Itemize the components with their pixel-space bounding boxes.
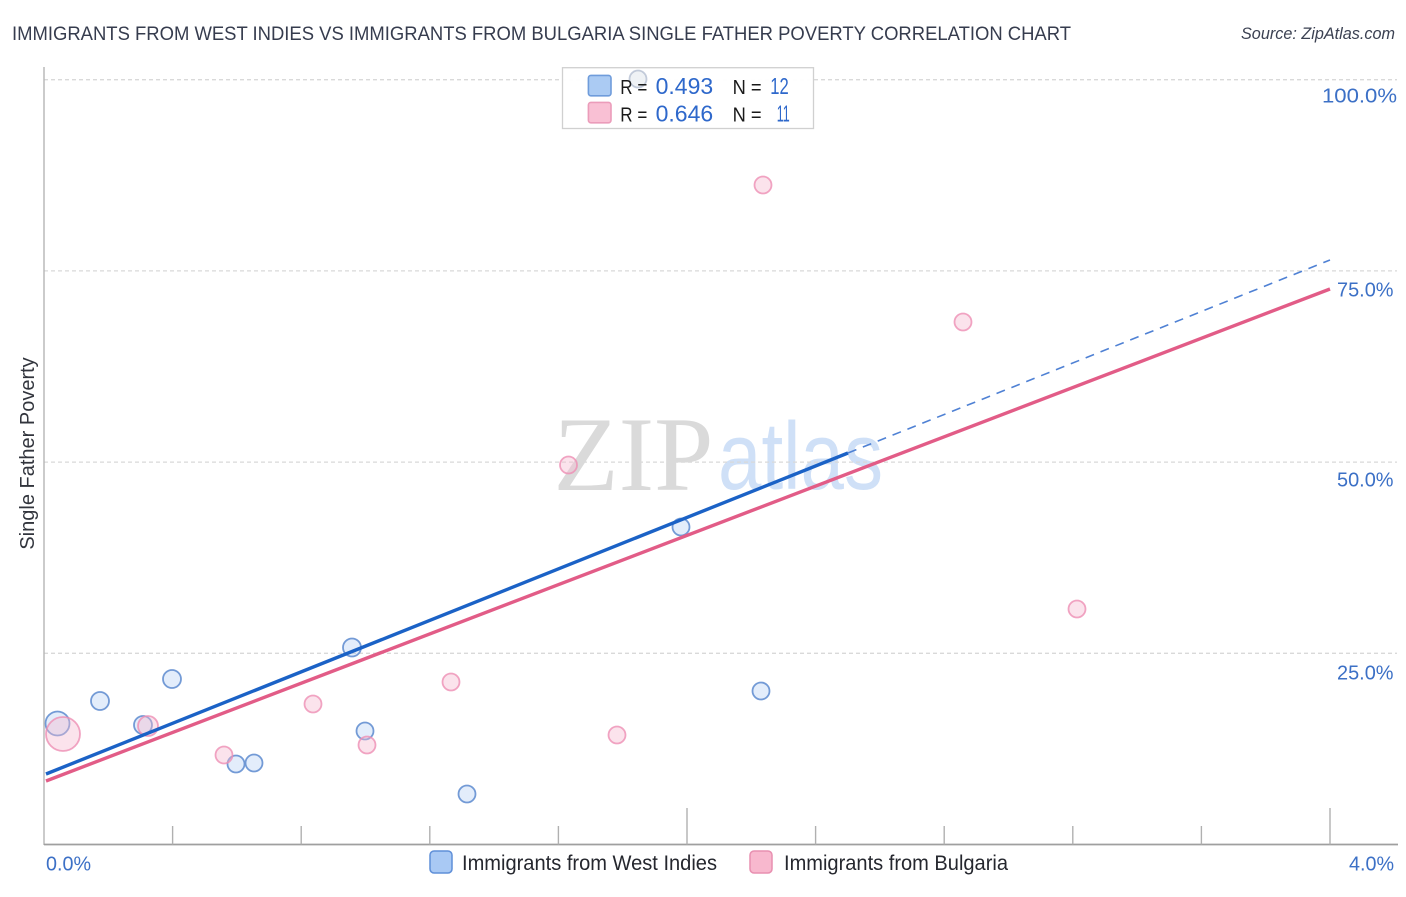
svg-text:N =: N = [733, 77, 762, 99]
svg-text:ZIP: ZIP [554, 396, 714, 513]
svg-text:0.0%: 0.0% [46, 853, 91, 876]
svg-text:0.493: 0.493 [656, 73, 714, 99]
svg-text:N =: N = [733, 104, 762, 126]
svg-text:50.0%: 50.0% [1337, 469, 1394, 492]
svg-text:75.0%: 75.0% [1337, 279, 1394, 302]
svg-text:4.0%: 4.0% [1349, 853, 1394, 876]
svg-text:12: 12 [770, 73, 789, 99]
svg-text:R =: R = [620, 104, 647, 126]
svg-text:Immigrants from Bulgaria: Immigrants from Bulgaria [784, 851, 1008, 875]
svg-text:100.0%: 100.0% [1322, 85, 1397, 108]
svg-text:11: 11 [777, 101, 790, 127]
svg-text:R =: R = [620, 77, 647, 99]
svg-text:IMMIGRANTS FROM WEST INDIES VS: IMMIGRANTS FROM WEST INDIES VS IMMIGRANT… [12, 24, 1071, 45]
svg-text:Single Father Poverty: Single Father Poverty [17, 357, 39, 549]
svg-text:Immigrants from West Indies: Immigrants from West Indies [462, 851, 717, 875]
svg-text:Source: ZipAtlas.com: Source: ZipAtlas.com [1241, 24, 1395, 43]
svg-text:0.646: 0.646 [656, 101, 714, 127]
svg-text:25.0%: 25.0% [1337, 662, 1394, 685]
